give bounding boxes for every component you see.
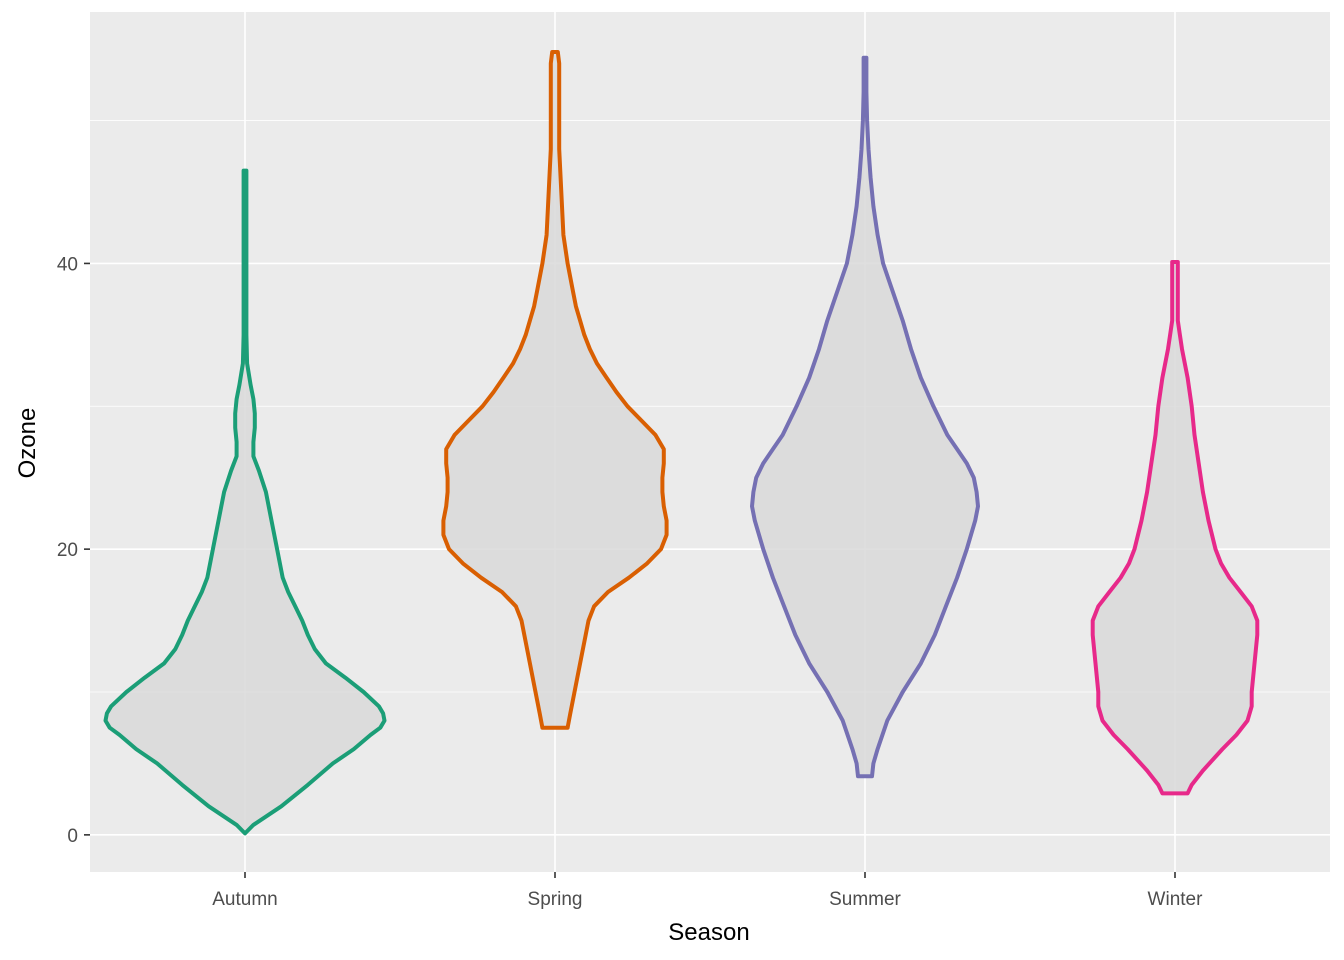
x-tick-label: Winter [1148, 889, 1204, 910]
violins [103, 50, 1260, 836]
y-tick-label: 0 [67, 826, 78, 847]
y-axis-title: Ozone [14, 408, 41, 479]
violin-summer [750, 55, 980, 779]
y-tick-label: 20 [57, 540, 78, 561]
violin-winter [1090, 260, 1260, 796]
x-tick-label: Spring [528, 889, 583, 910]
violin-autumn [103, 168, 387, 836]
x-axis: Autumn Spring Summer Winter [212, 872, 1203, 910]
x-tick-label: Autumn [212, 889, 277, 910]
violin-spring [441, 50, 669, 730]
x-tick-label: Summer [829, 889, 901, 910]
x-axis-title: Season [668, 919, 749, 946]
y-axis: 0 20 40 [57, 254, 90, 847]
y-tick-label: 40 [57, 254, 78, 275]
